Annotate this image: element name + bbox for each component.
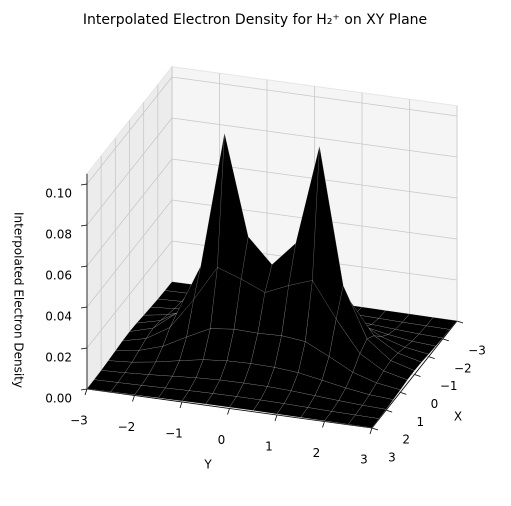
x-tick-label: 1 bbox=[417, 415, 425, 429]
y-tick-label: 0 bbox=[218, 433, 226, 447]
x-tick-label: 2 bbox=[402, 433, 410, 447]
grid-line bbox=[86, 199, 173, 308]
tick-mark bbox=[84, 388, 88, 396]
tick-mark bbox=[132, 395, 135, 402]
y-axis-label: Y bbox=[203, 458, 212, 472]
surface-facet bbox=[347, 414, 380, 429]
x-tick-label: 3 bbox=[388, 450, 396, 464]
y-tick-label: −3 bbox=[70, 413, 88, 427]
z-tick-label: 0.00 bbox=[45, 391, 72, 405]
tick-mark bbox=[179, 401, 183, 409]
z-tick-label: 0.10 bbox=[45, 186, 72, 200]
tick-mark bbox=[456, 320, 464, 324]
y-axis-line bbox=[86, 388, 373, 429]
grid-line bbox=[86, 76, 173, 185]
tick-mark bbox=[80, 183, 88, 186]
tick-mark bbox=[80, 306, 88, 309]
grid-line bbox=[86, 158, 173, 267]
z-tick-label: 0.02 bbox=[45, 350, 72, 364]
x-axis-line bbox=[371, 320, 458, 429]
y-tick-label: −1 bbox=[165, 426, 183, 440]
grid-line bbox=[171, 76, 458, 117]
x-tick-label: 0 bbox=[431, 397, 439, 411]
tick-mark bbox=[400, 391, 407, 395]
tick-mark bbox=[80, 224, 88, 227]
x-tick-label: −1 bbox=[440, 379, 458, 393]
z-tick-label: 0.04 bbox=[45, 309, 72, 323]
tick-mark bbox=[414, 374, 421, 377]
z-tick-label: 0.06 bbox=[45, 268, 72, 282]
y-tick-label: 3 bbox=[360, 452, 368, 466]
z-axis-label: Interpolated Electron Density bbox=[12, 212, 26, 388]
z-tick-label: 0.08 bbox=[45, 227, 72, 241]
tick-mark bbox=[80, 265, 88, 268]
y-tick-label: −2 bbox=[118, 420, 136, 434]
y-tick-label: 2 bbox=[313, 446, 321, 460]
tick-mark bbox=[369, 427, 373, 435]
tick-mark bbox=[322, 421, 325, 428]
tick-mark bbox=[80, 347, 88, 350]
tick-mark bbox=[386, 409, 393, 413]
x-tick-label: −3 bbox=[468, 344, 486, 358]
x-tick-label: −2 bbox=[454, 361, 472, 375]
tick-mark bbox=[274, 414, 278, 422]
x-axis-label: X bbox=[454, 410, 462, 424]
y-tick-label: 1 bbox=[265, 439, 273, 453]
grid-line bbox=[86, 117, 173, 226]
grid-line bbox=[86, 240, 173, 349]
tick-mark bbox=[227, 408, 230, 415]
tick-mark bbox=[80, 388, 88, 391]
tick-mark bbox=[442, 338, 449, 342]
grid-line bbox=[171, 117, 458, 158]
tick-mark bbox=[371, 427, 379, 431]
chart-title: Interpolated Electron Density for H₂⁺ on… bbox=[83, 12, 427, 28]
tick-mark bbox=[428, 356, 435, 360]
